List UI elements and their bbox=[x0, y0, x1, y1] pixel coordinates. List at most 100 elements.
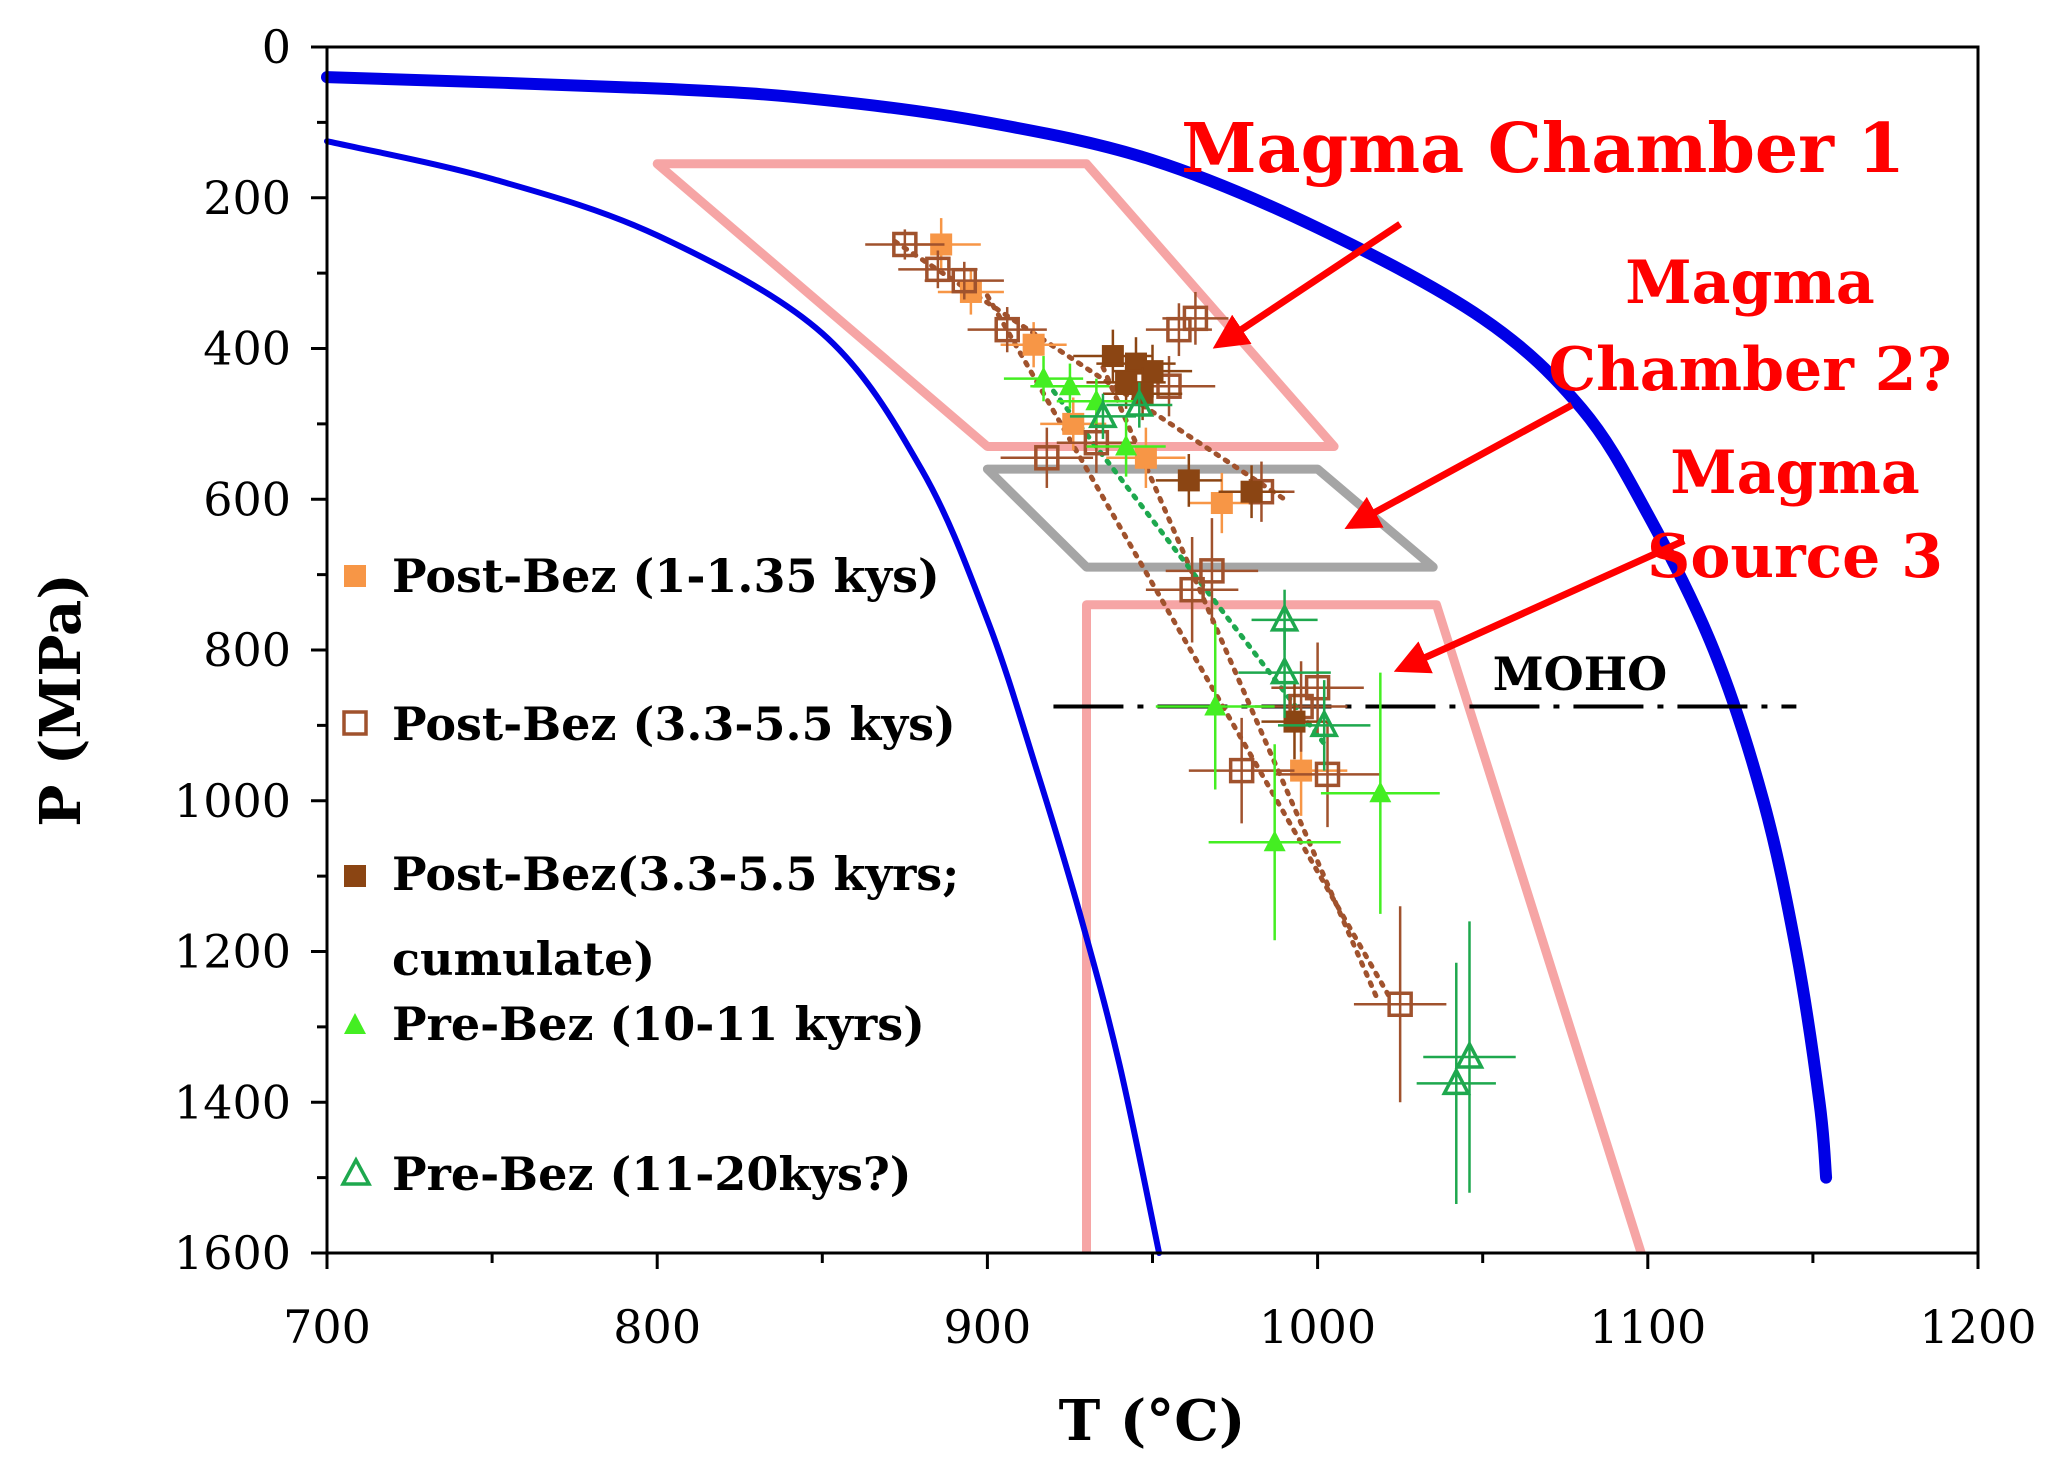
point-marker bbox=[1134, 446, 1157, 469]
legend-marker-post-bez-1 bbox=[344, 565, 366, 587]
axes: 700 800 900 1000 1100 1200 0 200 400 600 800 1000 12… bbox=[174, 20, 2037, 1354]
data-point bbox=[1320, 672, 1440, 914]
data-point bbox=[1155, 454, 1222, 507]
point-marker bbox=[1454, 1040, 1485, 1069]
data-point bbox=[1274, 721, 1381, 828]
point-marker bbox=[1124, 388, 1155, 417]
legend-label-post-bez-cumulate: Post-Bez(3.3-5.5 kyrs; bbox=[392, 847, 959, 901]
point-marker bbox=[951, 267, 978, 294]
point-marker bbox=[1309, 708, 1340, 738]
region-3 bbox=[1082, 600, 1646, 1255]
data-point bbox=[1145, 536, 1239, 643]
point-marker bbox=[994, 316, 1020, 343]
boundary-curves bbox=[321, 71, 1833, 1256]
y-tick-label: 200 bbox=[203, 171, 291, 225]
legend-marker-post-bez-cumulate bbox=[344, 865, 366, 887]
data-point bbox=[1165, 518, 1259, 624]
boundary-curve-2 bbox=[324, 138, 1163, 1256]
legend: Post-Bez (1-1.35 kys) Post-Bez (3.3-5.5 … bbox=[340, 549, 959, 1201]
point-marker bbox=[1314, 761, 1341, 788]
x-tick-label: 1200 bbox=[1919, 1300, 2036, 1354]
data-point bbox=[1106, 382, 1173, 428]
point-marker bbox=[1290, 759, 1313, 782]
point-marker bbox=[1240, 480, 1263, 503]
point-marker bbox=[1062, 412, 1085, 435]
point-marker bbox=[1263, 830, 1286, 852]
point-marker bbox=[1304, 674, 1331, 701]
data-point bbox=[1086, 416, 1166, 477]
point-marker bbox=[1210, 492, 1233, 515]
y-axis-title: P (MPa) bbox=[28, 573, 94, 826]
data-point bbox=[1102, 367, 1183, 421]
annotations: Magma Chamber 2? Magma Source 3 bbox=[1212, 221, 1952, 674]
trend-line-1 bbox=[892, 239, 1288, 502]
data-point bbox=[1145, 303, 1212, 357]
legend-marker-post-bez-3 bbox=[342, 710, 368, 736]
point-marker bbox=[1083, 429, 1110, 456]
x-axis-title: T (°C) bbox=[1059, 1388, 1246, 1454]
data-point bbox=[967, 307, 1047, 353]
legend-label-post-bez-cumulate-2: cumulate) bbox=[392, 932, 655, 986]
data-points bbox=[865, 218, 1516, 1205]
x-tick-label: 1100 bbox=[1589, 1300, 1706, 1354]
annotation-arrow-1 bbox=[1212, 221, 1403, 349]
point-marker bbox=[1283, 710, 1306, 733]
data-point bbox=[1106, 427, 1186, 488]
point-marker bbox=[1166, 316, 1192, 343]
point-marker bbox=[1177, 469, 1200, 492]
y-tick-label: 1000 bbox=[174, 774, 291, 828]
annotation-arrow-2 bbox=[1344, 401, 1574, 529]
data-point bbox=[1277, 680, 1371, 771]
data-point bbox=[1155, 623, 1275, 790]
annotation-magma-source-3-line2: Source 3 bbox=[1647, 522, 1943, 592]
annotation-arrow-3 bbox=[1393, 537, 1686, 674]
data-point bbox=[1208, 744, 1341, 941]
data-point bbox=[1000, 427, 1094, 488]
region-1 bbox=[652, 159, 1339, 451]
y-tick-label: 800 bbox=[203, 623, 291, 677]
y-tick-label: 400 bbox=[203, 322, 291, 376]
point-marker bbox=[1441, 1066, 1472, 1096]
boundary-curve-1 bbox=[321, 71, 1833, 1184]
legend-marker-pre-bez-10 bbox=[344, 1013, 366, 1034]
data-point bbox=[1086, 356, 1166, 409]
trend-line-2 bbox=[984, 293, 1393, 1001]
data-point bbox=[1423, 921, 1516, 1193]
annotation-magma-chamber-1: Magma Chamber 1 bbox=[1181, 109, 1905, 189]
point-marker bbox=[1034, 445, 1060, 471]
x-tick-label: 800 bbox=[613, 1300, 701, 1354]
region-2 bbox=[982, 464, 1438, 572]
trend-line-3 bbox=[1100, 364, 1380, 1001]
point-marker bbox=[1387, 991, 1413, 1018]
annotation-magma-chamber-2-line2: Chamber 2? bbox=[1548, 335, 1951, 405]
y-tick-label: 1200 bbox=[174, 925, 291, 979]
point-marker bbox=[1204, 694, 1227, 716]
point-marker bbox=[1228, 757, 1255, 784]
plot-frame bbox=[325, 45, 1980, 1255]
legend-marker-pre-bez-11 bbox=[340, 1156, 372, 1186]
point-marker bbox=[1141, 360, 1164, 383]
point-marker bbox=[1032, 366, 1055, 388]
x-tick-label: 900 bbox=[943, 1300, 1031, 1354]
moho-label: MOHO bbox=[1493, 647, 1668, 701]
data-point bbox=[1188, 472, 1255, 534]
y-tick-label: 1400 bbox=[174, 1075, 291, 1129]
y-tick-label: 1600 bbox=[174, 1226, 291, 1280]
legend-label-pre-bez-10: Pre-Bez (10-11 kyrs) bbox=[392, 997, 925, 1051]
annotation-magma-chamber-2-line1: Magma bbox=[1625, 248, 1875, 318]
y-tick-label: 0 bbox=[262, 20, 291, 74]
annotation-magma-source-3-line1: Magma bbox=[1670, 438, 1920, 508]
data-point bbox=[1271, 642, 1364, 733]
point-marker bbox=[1269, 655, 1300, 685]
point-marker bbox=[1088, 399, 1118, 429]
data-point bbox=[924, 261, 1004, 300]
data-point bbox=[1188, 717, 1295, 824]
point-marker bbox=[1179, 576, 1205, 603]
y-tick-label: 600 bbox=[203, 472, 291, 526]
data-point bbox=[865, 229, 945, 260]
point-marker bbox=[1199, 558, 1225, 584]
legend-label-post-bez-1: Post-Bez (1-1.35 kys) bbox=[392, 549, 940, 603]
point-marker bbox=[892, 231, 918, 258]
data-point bbox=[1416, 962, 1496, 1205]
